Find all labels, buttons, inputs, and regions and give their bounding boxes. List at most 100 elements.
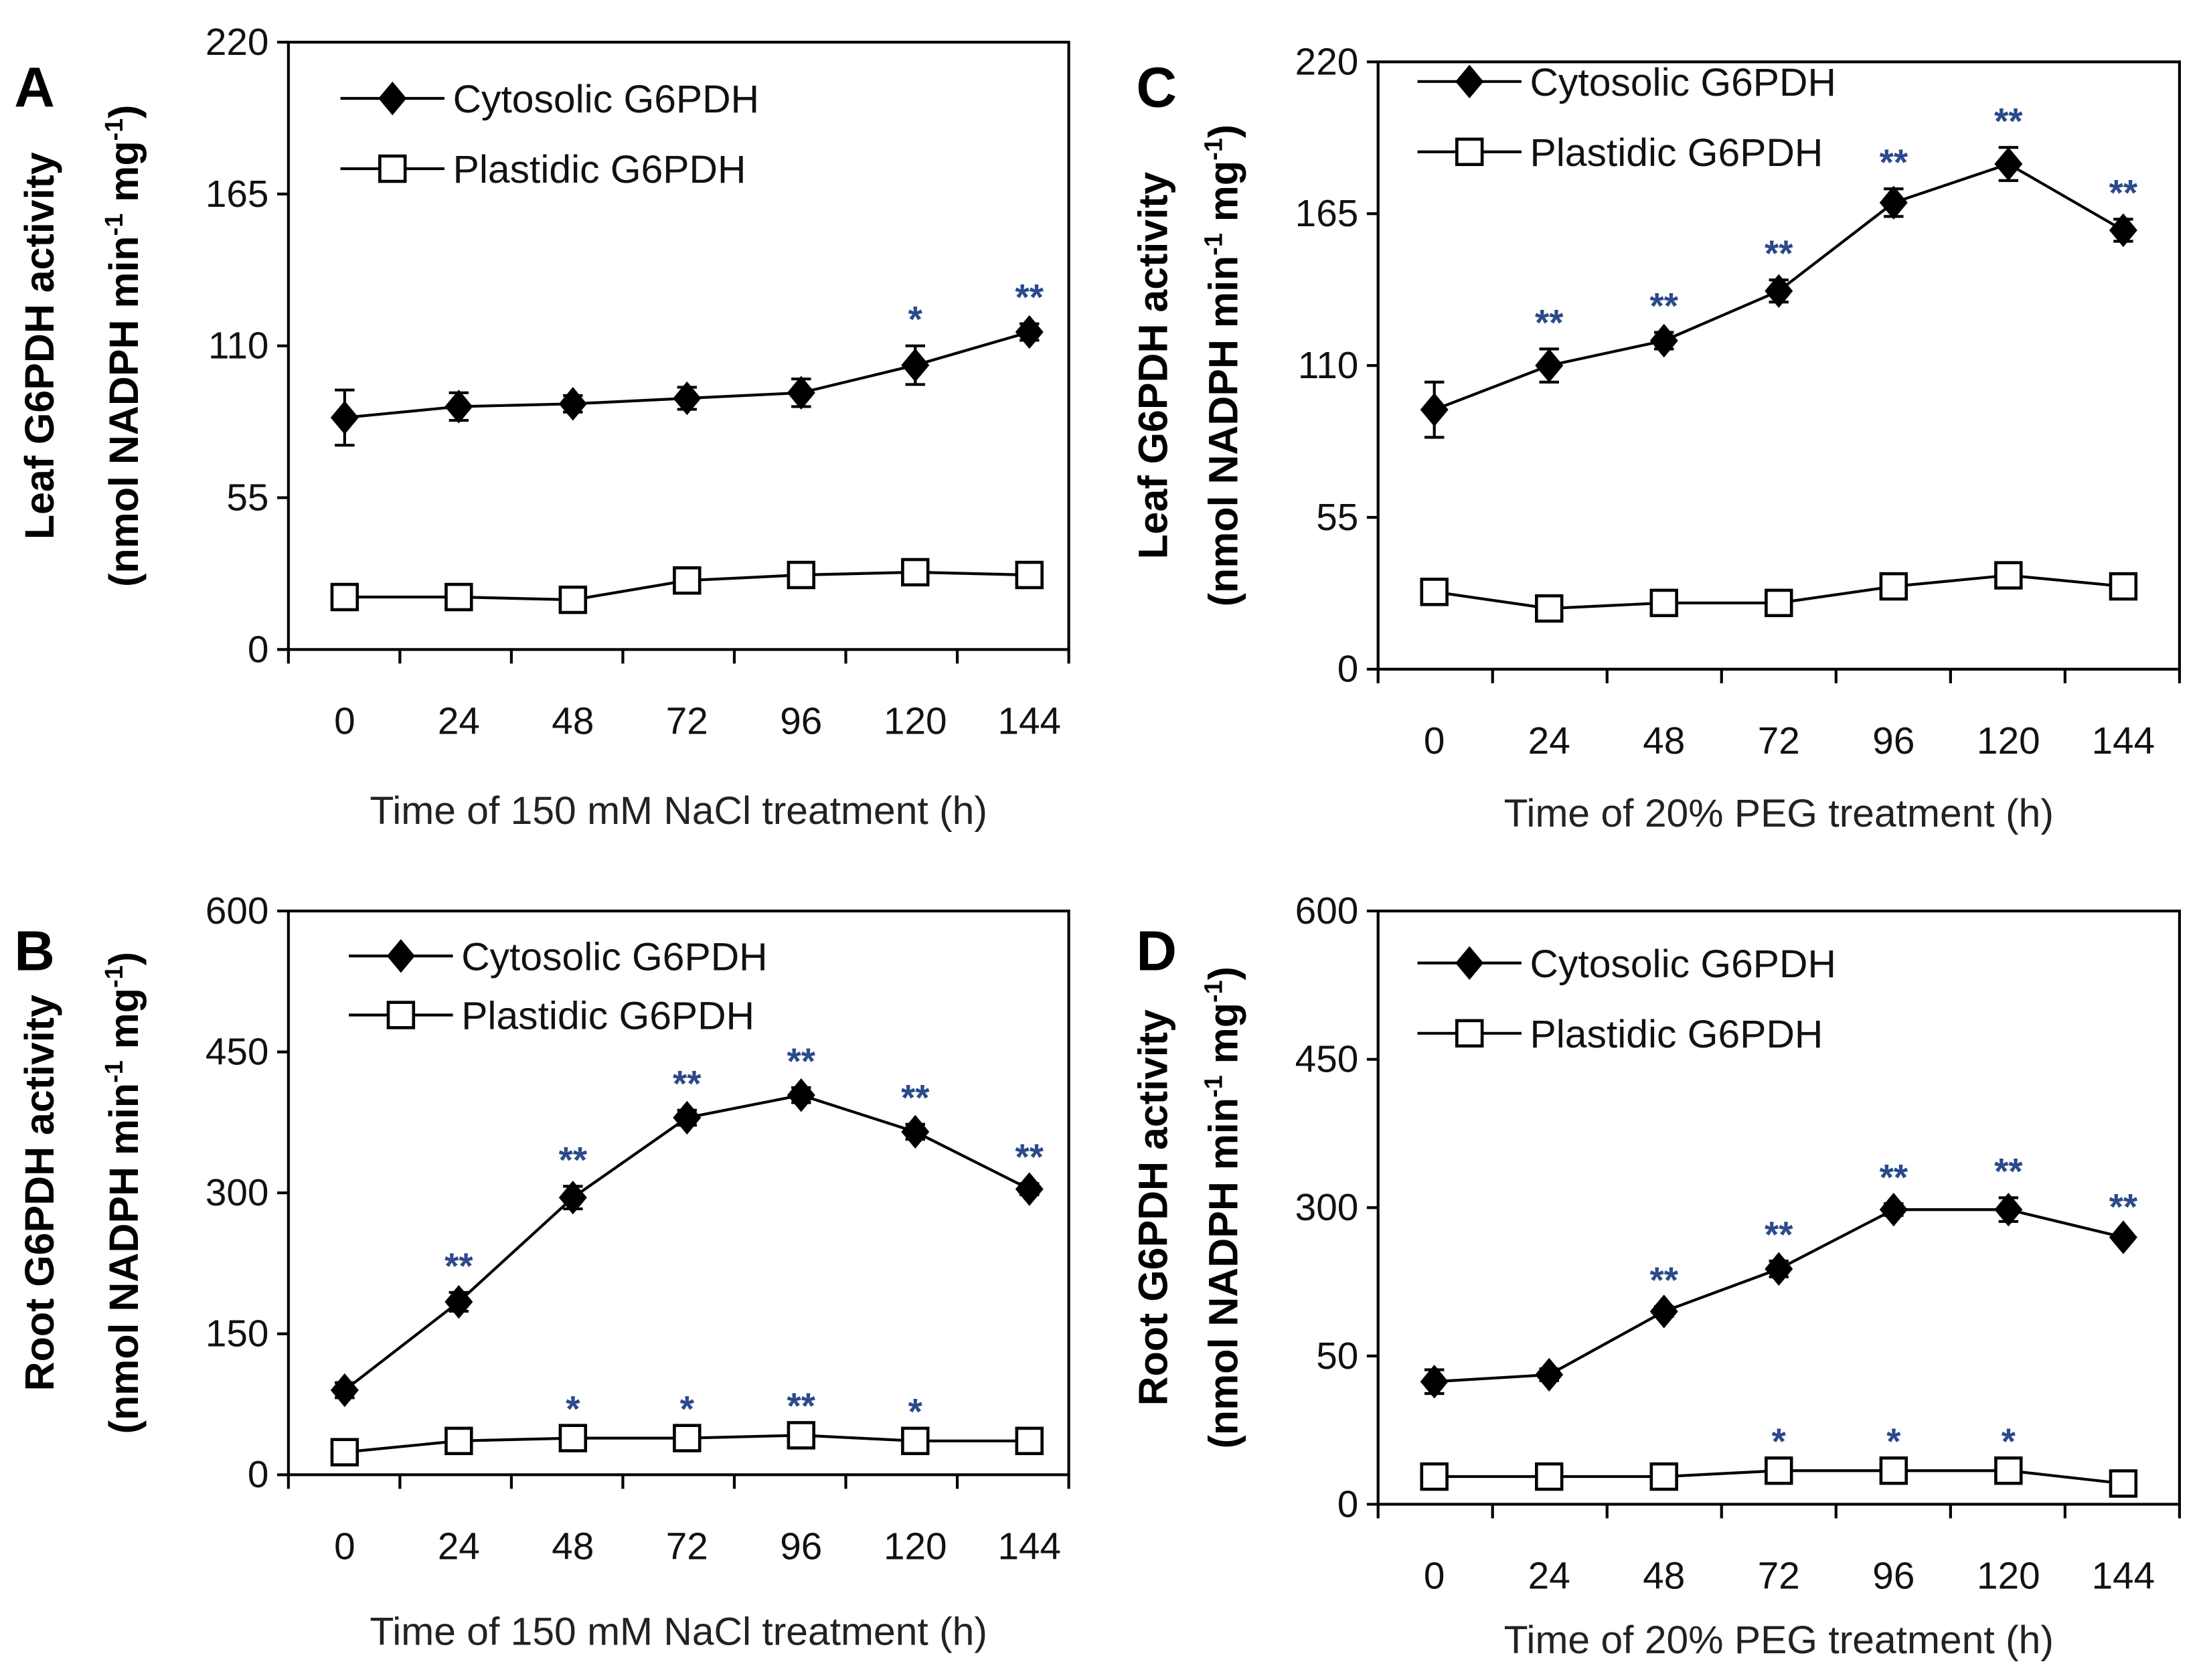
data-point <box>1649 1462 1678 1491</box>
data-point <box>2109 1469 2138 1498</box>
plot-frame <box>1376 60 2182 671</box>
data-point <box>1994 1193 2023 1227</box>
significance-mark: * <box>908 1392 923 1432</box>
data-point <box>787 375 815 410</box>
x-tick-label: 72 <box>666 700 708 742</box>
data-point <box>1535 594 1564 623</box>
data-point <box>1994 561 2023 590</box>
x-axis-title: Time of 150 mM NaCl treatment (h) <box>370 1610 987 1653</box>
data-point <box>1879 1456 1908 1485</box>
significance-mark: * <box>1772 1421 1787 1462</box>
series-line <box>343 1094 1030 1392</box>
plot-frame <box>1376 909 2182 1506</box>
data-point <box>330 1373 359 1408</box>
series-cytosolic: ** ** ** ** ** ** <box>1420 100 2138 439</box>
x-tick-label: 72 <box>666 1525 708 1568</box>
legend-marker <box>378 81 407 116</box>
unit-superscript: -1 <box>1200 233 1228 256</box>
data-point <box>1765 588 1793 618</box>
data-point <box>901 348 930 382</box>
x-tick-label: 24 <box>438 700 480 742</box>
data-point <box>1420 1462 1449 1491</box>
significance-mark: ** <box>1015 277 1044 318</box>
y-axis-units: (nmol NADPH min-1 mg-1) <box>1200 124 1246 606</box>
data-point <box>787 1421 816 1450</box>
data-point <box>1765 1252 1793 1286</box>
legend-item: Cytosolic G6PDH <box>1417 942 1836 986</box>
unit-superscript: -1 <box>1200 1075 1228 1098</box>
y-axis-units: (nmol NADPH min-1 mg-1) <box>100 105 147 587</box>
legend-marker <box>378 154 407 183</box>
legend-label: Plastidic G6PDH <box>453 148 746 191</box>
legend-item: Plastidic G6PDH <box>1417 131 1823 175</box>
legend-item: Plastidic G6PDH <box>349 995 754 1038</box>
y-axis-title: Leaf G6PDH activity <box>17 152 62 539</box>
y-tick-label: 0 <box>248 1454 269 1496</box>
y-tick-label: 300 <box>206 1172 269 1214</box>
unit-text: ) <box>1201 124 1246 138</box>
legend-item: Plastidic G6PDH <box>1417 1013 1823 1056</box>
y-axis-title: Leaf G6PDH activity <box>1131 172 1176 560</box>
y-tick-label: 220 <box>1295 41 1359 83</box>
x-tick-label: 144 <box>2092 720 2155 762</box>
x-tick-label: 0 <box>334 700 355 742</box>
data-point <box>1649 323 1678 358</box>
legend-label: Plastidic G6PDH <box>1530 1013 1823 1056</box>
series-plastidic <box>1420 561 2138 623</box>
series-cytosolic: ** ** ** ** ** <box>1420 1151 2138 1399</box>
data-point <box>2109 213 2137 248</box>
x-tick-label: 24 <box>438 1525 480 1568</box>
significance-mark: ** <box>559 1139 588 1180</box>
data-point <box>444 1426 473 1456</box>
data-point <box>1879 185 1908 220</box>
data-point <box>1015 1426 1044 1456</box>
x-tick-label: 144 <box>997 1525 1061 1568</box>
significance-mark: * <box>566 1388 580 1429</box>
x-tick-label: 72 <box>1758 720 1800 762</box>
panel-C: C 0 55 110 165 220 0 24 48 72 96 120 144 Time of 20% … <box>1131 41 2182 835</box>
y-tick-label: 50 <box>1316 1335 1358 1377</box>
panel-A: A 0 55 110 165 220 0 24 48 72 96 120 144 Time of 150 … <box>14 21 1070 833</box>
series-plastidic <box>330 558 1044 614</box>
significance-mark: * <box>908 299 923 340</box>
data-point <box>1765 1456 1793 1485</box>
y-tick-label: 150 <box>206 1313 269 1355</box>
y-tick-label: 220 <box>206 21 269 64</box>
legend-label: Cytosolic G6PDH <box>453 78 759 121</box>
legend-marker <box>1455 64 1484 99</box>
unit-text: (nmol NADPH min <box>1201 256 1246 606</box>
series-cytosolic: *** <box>330 277 1044 447</box>
legend-item: Cytosolic G6PDH <box>1417 61 1836 104</box>
panel-label: C <box>1136 56 1177 119</box>
y-tick-label: 0 <box>248 628 269 671</box>
panel-label: A <box>14 56 55 119</box>
unit-superscript: -1 <box>1200 138 1228 161</box>
y-tick-label: 600 <box>206 890 269 932</box>
unit-text: ) <box>1201 967 1246 980</box>
x-tick-label: 120 <box>884 1525 947 1568</box>
x-tick-label: 120 <box>1977 1555 2040 1597</box>
y-axis-units: (nmol NADPH min-1 mg-1) <box>100 952 147 1434</box>
significance-mark: ** <box>1535 302 1564 343</box>
x-tick-label: 96 <box>1872 1555 1914 1597</box>
x-tick-label: 144 <box>997 700 1061 742</box>
significance-mark: ** <box>1015 1137 1044 1177</box>
y-axis-title: Root G6PDH activity <box>17 995 62 1391</box>
data-point <box>1879 1193 1908 1227</box>
significance-mark: ** <box>673 1064 702 1104</box>
y-tick-label: 450 <box>1295 1039 1359 1081</box>
legend-label: Cytosolic G6PDH <box>1530 61 1836 104</box>
data-point <box>330 1438 359 1466</box>
x-tick-label: 120 <box>1977 720 2040 762</box>
data-point <box>558 387 587 421</box>
panel-label: D <box>1136 919 1177 982</box>
data-point <box>1015 560 1044 590</box>
y-tick-label: 165 <box>1295 193 1359 235</box>
series-plastidic: * * ** * <box>330 1385 1044 1466</box>
significance-mark: ** <box>1994 1151 2023 1191</box>
y-tick-label: 110 <box>1298 345 1358 387</box>
data-point <box>1994 147 2023 181</box>
legend-item: Cytosolic G6PDH <box>340 78 759 121</box>
unit-superscript: -1 <box>1200 980 1228 1003</box>
